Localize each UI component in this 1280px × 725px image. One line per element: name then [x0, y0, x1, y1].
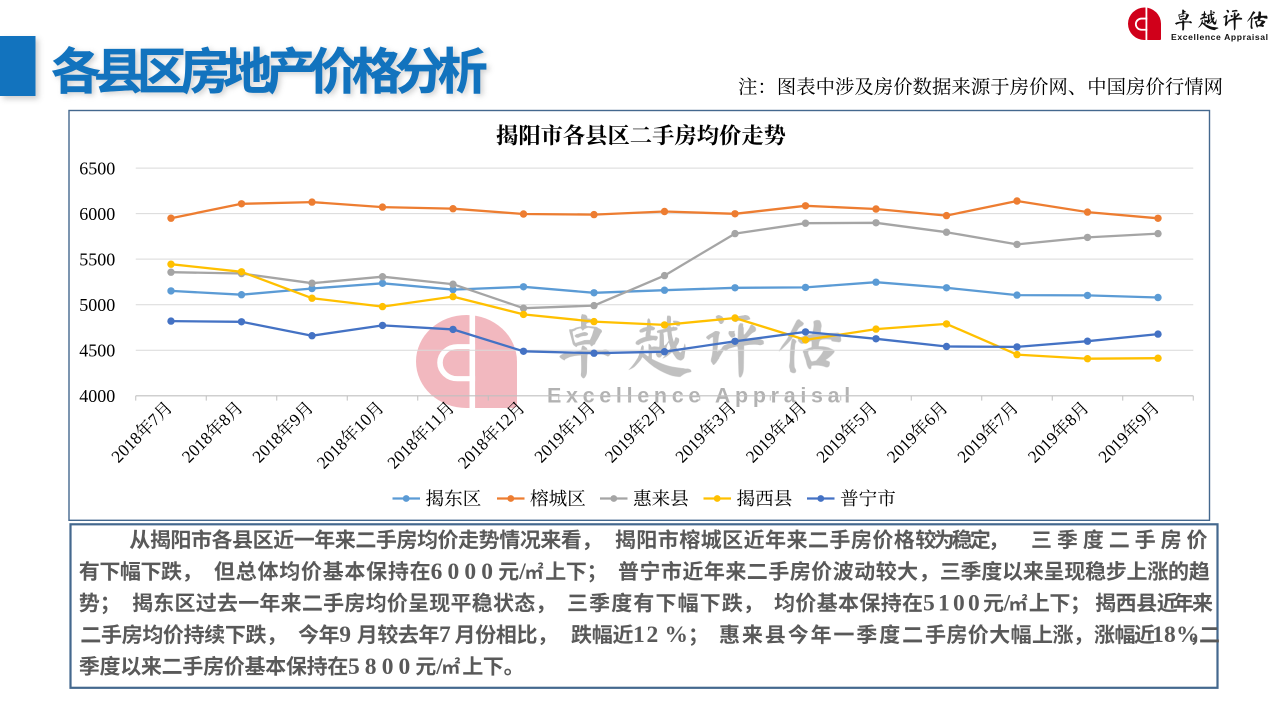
- svg-text:6000: 6000: [79, 204, 115, 224]
- svg-text:5: 5: [923, 591, 935, 617]
- svg-text:0: 0: [953, 591, 965, 617]
- svg-text:/: /: [518, 559, 526, 585]
- svg-text:1: 1: [1152, 622, 1164, 648]
- svg-text:5000: 5000: [79, 295, 115, 315]
- svg-text:0: 0: [382, 654, 394, 680]
- svg-text:8: 8: [1164, 622, 1176, 648]
- svg-text:6500: 6500: [79, 158, 115, 178]
- svg-text:2: 2: [647, 622, 659, 648]
- svg-text:0: 0: [481, 559, 493, 585]
- svg-text:1: 1: [938, 591, 950, 617]
- svg-text:0: 0: [968, 591, 980, 617]
- svg-text:9: 9: [339, 622, 351, 648]
- svg-text:0: 0: [464, 559, 476, 585]
- svg-text:5: 5: [348, 654, 360, 680]
- svg-text:/: /: [1003, 591, 1011, 617]
- svg-text:1: 1: [633, 622, 645, 648]
- svg-text:5500: 5500: [79, 250, 115, 270]
- svg-text:4500: 4500: [79, 341, 115, 361]
- svg-text:/: /: [435, 654, 443, 680]
- svg-text:7: 7: [439, 622, 451, 648]
- svg-text:6: 6: [431, 559, 443, 585]
- svg-text:0: 0: [448, 559, 460, 585]
- svg-text:8: 8: [365, 654, 377, 680]
- svg-text:%: %: [665, 622, 689, 648]
- svg-text:0: 0: [399, 654, 411, 680]
- svg-text:Excellence Appraisal: Excellence Appraisal: [1171, 32, 1269, 42]
- svg-text:%: %: [1176, 622, 1200, 648]
- svg-text:4000: 4000: [79, 386, 115, 406]
